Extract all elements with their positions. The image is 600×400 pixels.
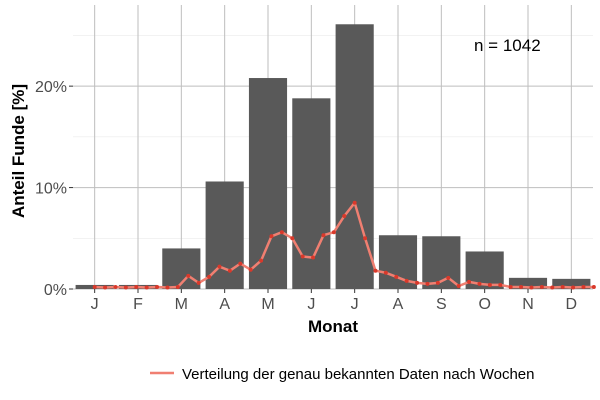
weekly-point <box>186 273 191 278</box>
x-tick-label: J <box>351 296 359 313</box>
x-tick-label: M <box>261 296 274 313</box>
x-tick-label: J <box>307 296 315 313</box>
bar-8 <box>378 235 418 289</box>
weekly-point <box>477 281 482 286</box>
weekly-point <box>560 284 565 289</box>
x-tick-label: O <box>478 296 490 313</box>
weekly-point <box>529 285 534 290</box>
weekly-point <box>311 255 316 260</box>
weekly-point <box>394 274 399 279</box>
x-tick-label: M <box>175 296 188 313</box>
weekly-point <box>539 284 544 289</box>
legend: Verteilung der genau bekannten Daten nac… <box>150 366 535 383</box>
legend-label: Verteilung der genau bekannten Daten nac… <box>182 366 535 383</box>
weekly-point <box>248 267 253 272</box>
weekly-point <box>446 275 451 280</box>
weekly-point <box>269 234 274 239</box>
weekly-point <box>123 285 128 290</box>
x-tick-label: D <box>566 296 578 313</box>
weekly-point <box>363 236 368 241</box>
weekly-point <box>155 284 160 289</box>
weekly-point <box>290 236 295 241</box>
tick-layer: 0% 10% 20% J F M A M J J A S O N D <box>35 79 577 313</box>
weekly-point <box>550 285 555 290</box>
weekly-point <box>404 278 409 283</box>
weekly-point <box>165 285 170 290</box>
weekly-point <box>175 284 180 289</box>
weekly-point <box>227 268 232 273</box>
sample-size-annotation: n = 1042 <box>474 36 541 55</box>
weekly-point <box>467 279 472 284</box>
bar-5 <box>248 78 288 290</box>
weekly-point <box>331 230 336 235</box>
weekly-point <box>591 284 596 289</box>
weekly-point <box>103 285 108 290</box>
x-tick-label: A <box>393 296 404 313</box>
weekly-point <box>415 280 420 285</box>
weekly-point <box>113 284 118 289</box>
weekly-point <box>92 284 97 289</box>
bar-11 <box>508 277 548 289</box>
x-tick-label: J <box>91 296 99 313</box>
weekly-point <box>571 285 576 290</box>
weekly-point <box>519 284 524 289</box>
weekly-point <box>207 274 212 279</box>
weekly-point <box>259 258 264 263</box>
weekly-point <box>300 254 305 259</box>
weekly-point <box>196 280 201 285</box>
y-tick-label: 20% <box>35 79 67 96</box>
weekly-point <box>373 268 378 273</box>
y-tick-label: 0% <box>44 282 67 299</box>
weekly-point <box>487 282 492 287</box>
weekly-point <box>581 284 586 289</box>
weekly-point <box>425 281 430 286</box>
x-tick-label: F <box>133 296 143 313</box>
bar-12 <box>552 278 591 289</box>
weekly-point <box>435 280 440 285</box>
bar-layer <box>75 24 591 290</box>
weekly-point <box>144 285 149 290</box>
bar-6 <box>292 98 331 289</box>
bar-4 <box>205 181 244 289</box>
weekly-point <box>279 230 284 235</box>
weekly-point <box>456 283 461 288</box>
weekly-point <box>321 233 326 238</box>
weekly-point <box>498 282 503 287</box>
weekly-point <box>217 264 222 269</box>
plot-panel <box>73 5 593 289</box>
weekly-point <box>342 213 347 218</box>
x-tick-label: N <box>522 296 534 313</box>
x-tick-label: A <box>219 296 230 313</box>
weekly-point <box>352 200 357 205</box>
weekly-point <box>238 261 243 266</box>
x-axis-title: Monat <box>308 317 358 336</box>
x-tick-label: S <box>436 296 447 313</box>
weekly-point <box>134 284 139 289</box>
line-layer <box>92 200 596 290</box>
y-axis-title: Anteil Funde [%] <box>9 84 28 218</box>
weekly-point <box>383 270 388 275</box>
weekly-point <box>508 284 513 289</box>
y-tick-label: 10% <box>35 181 67 198</box>
